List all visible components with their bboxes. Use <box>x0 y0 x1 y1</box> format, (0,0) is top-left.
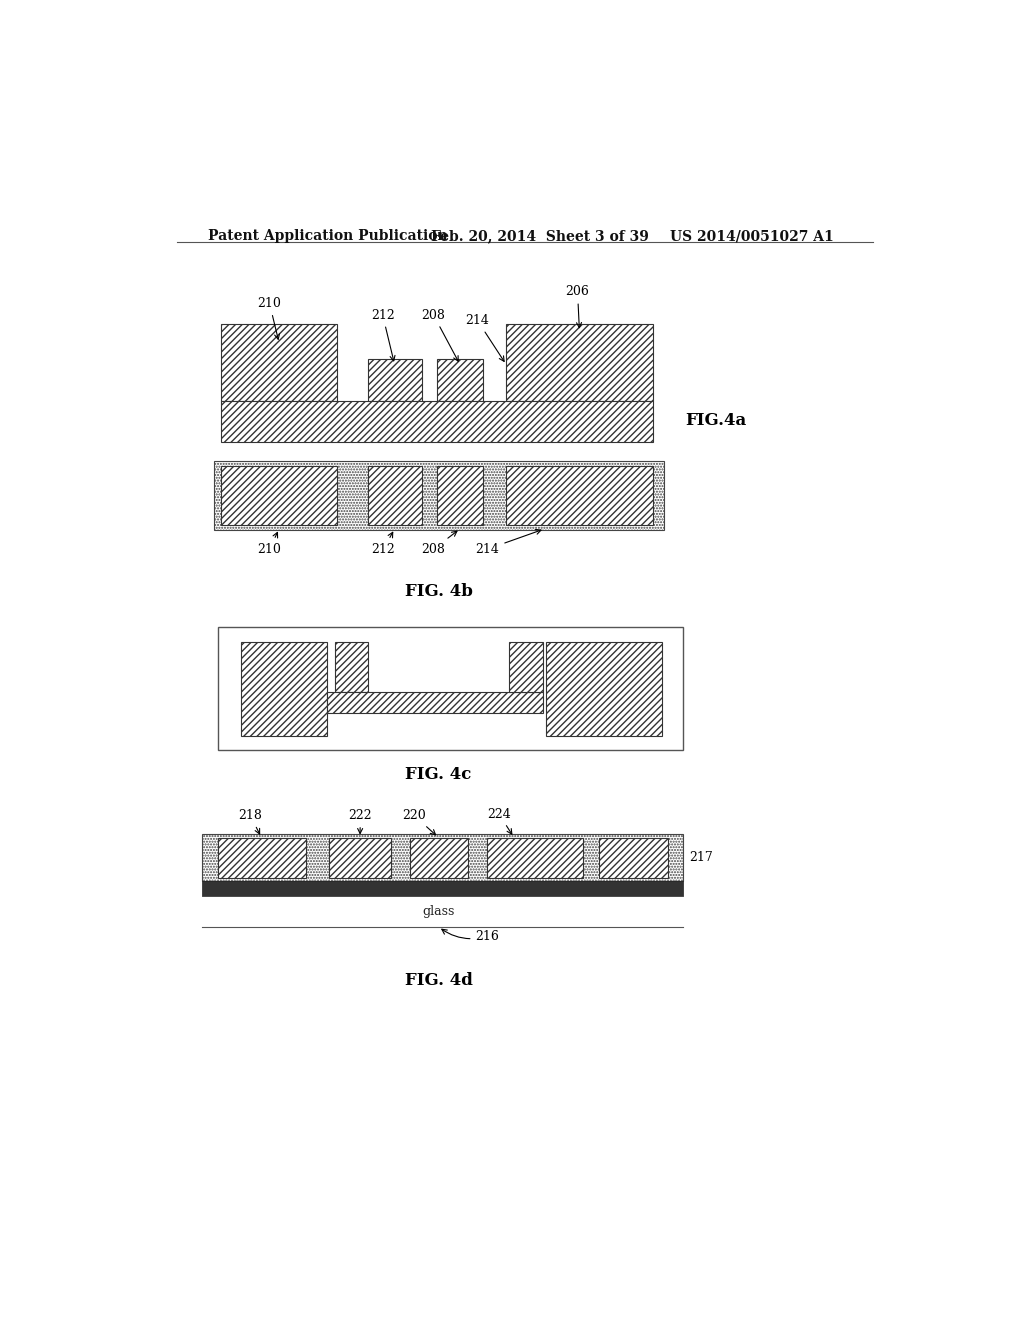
Text: Feb. 20, 2014  Sheet 3 of 39: Feb. 20, 2014 Sheet 3 of 39 <box>431 230 649 243</box>
Bar <box>221 323 337 401</box>
Text: 222: 222 <box>348 809 372 833</box>
Bar <box>599 838 668 878</box>
Bar <box>437 359 483 401</box>
Text: 212: 212 <box>371 309 395 360</box>
Bar <box>410 838 468 878</box>
Bar <box>221 401 652 442</box>
Text: 208: 208 <box>422 309 458 362</box>
Bar <box>509 642 543 692</box>
Bar <box>221 466 337 525</box>
Text: 214: 214 <box>475 529 541 556</box>
Text: 210: 210 <box>258 532 282 556</box>
Text: glass: glass <box>422 906 455 917</box>
Bar <box>547 642 662 737</box>
Text: Patent Application Publication: Patent Application Publication <box>208 230 447 243</box>
Bar <box>506 323 652 401</box>
Bar <box>330 838 391 878</box>
Bar <box>214 461 665 531</box>
Bar <box>327 692 543 713</box>
Text: 208: 208 <box>422 531 457 556</box>
Text: 218: 218 <box>239 809 262 834</box>
Bar <box>217 627 683 750</box>
Text: 217: 217 <box>689 851 714 865</box>
Text: FIG. 4b: FIG. 4b <box>404 582 472 599</box>
Bar <box>335 642 368 692</box>
Bar <box>202 834 683 880</box>
Text: FIG.4a: FIG.4a <box>685 412 746 429</box>
Bar <box>202 880 683 896</box>
Text: FIG. 4c: FIG. 4c <box>406 766 472 783</box>
Text: US 2014/0051027 A1: US 2014/0051027 A1 <box>670 230 834 243</box>
Text: 210: 210 <box>258 297 282 339</box>
Bar <box>506 466 652 525</box>
Bar <box>368 466 422 525</box>
Bar <box>487 838 584 878</box>
Text: 220: 220 <box>402 809 435 834</box>
Text: 216: 216 <box>441 929 500 942</box>
Text: 206: 206 <box>565 285 590 327</box>
Text: 224: 224 <box>487 808 512 834</box>
Bar <box>437 466 483 525</box>
Bar <box>368 359 422 401</box>
Bar <box>217 838 306 878</box>
Text: FIG. 4d: FIG. 4d <box>404 973 472 989</box>
Text: 212: 212 <box>372 532 395 556</box>
Text: 214: 214 <box>466 314 504 362</box>
Bar <box>241 642 327 737</box>
